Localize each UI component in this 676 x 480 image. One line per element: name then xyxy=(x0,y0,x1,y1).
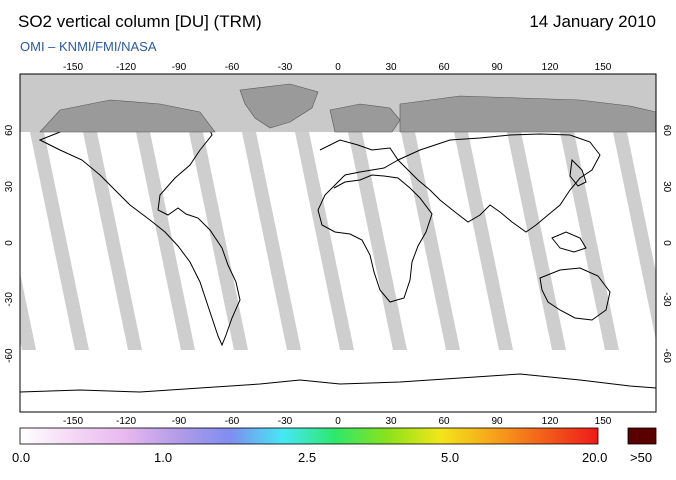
map-title: SO2 vertical column [DU] (TRM) xyxy=(18,12,262,31)
lat-tick-left: -60 xyxy=(4,348,15,363)
credit-line: OMI – KNMI/FMI/NASA xyxy=(20,39,157,54)
lon-tick-bottom: -60 xyxy=(225,416,240,427)
swath-gap xyxy=(613,132,656,341)
colorbar-label-3: 5.0 xyxy=(441,450,460,465)
lon-tick-top: 120 xyxy=(542,62,559,73)
lat-tick-right: -60 xyxy=(661,348,672,363)
swath-gap xyxy=(401,132,460,350)
swath-gap xyxy=(242,132,301,350)
lon-tick-bottom: 90 xyxy=(491,416,503,427)
lat-ticks-right: 60 30 0 -30 -60 xyxy=(661,125,672,364)
lon-tick-bottom: -90 xyxy=(172,416,187,427)
lat-tick-left: -30 xyxy=(4,292,15,307)
colorbar-over-label: >50 xyxy=(630,450,653,465)
colorbar-label-0: 0.0 xyxy=(12,450,31,465)
colorbar xyxy=(19,427,599,445)
swath-gap xyxy=(295,132,354,350)
lon-tick-bottom: 150 xyxy=(595,416,612,427)
swath-gap xyxy=(560,132,619,350)
colorbar-over-box xyxy=(627,427,657,445)
lon-tick-top: 90 xyxy=(491,62,503,73)
swath-gap xyxy=(507,132,566,350)
lon-tick-bottom: -120 xyxy=(116,416,136,427)
lat-tick-right: 0 xyxy=(661,240,672,246)
lon-ticks-bottom: -150 -120 -90 -60 -30 0 30 60 90 120 150 xyxy=(63,416,612,427)
lon-tick-top: 0 xyxy=(335,62,341,73)
coastline-antarctica xyxy=(20,373,656,393)
coastline-americas xyxy=(38,107,241,347)
colorbar-label-1: 1.0 xyxy=(154,450,173,465)
swath-gap xyxy=(20,272,36,350)
lon-tick-top: 30 xyxy=(385,62,397,73)
lon-tick-top: -30 xyxy=(278,62,293,73)
swath-gap xyxy=(348,132,407,350)
lon-tick-top: 150 xyxy=(595,62,612,73)
swath-gap xyxy=(189,132,248,350)
lon-tick-top: -150 xyxy=(63,62,83,73)
lon-tick-bottom: 30 xyxy=(385,416,397,427)
lon-tick-top: -120 xyxy=(116,62,136,73)
map-frame xyxy=(19,73,657,413)
lat-tick-left: 30 xyxy=(4,181,15,193)
swath-gap xyxy=(454,132,513,350)
lon-tick-top: -90 xyxy=(172,62,187,73)
coastline-indonesia xyxy=(551,231,587,253)
coastline-asia xyxy=(397,133,601,233)
lon-tick-bottom: -30 xyxy=(278,416,293,427)
coastline-australia xyxy=(539,267,611,321)
coastline-japan xyxy=(569,158,587,187)
lon-tick-bottom: 60 xyxy=(438,416,450,427)
lon-tick-bottom: -150 xyxy=(63,416,83,427)
lon-tick-bottom: 120 xyxy=(542,416,559,427)
arctic-land xyxy=(39,83,656,133)
swath-gap xyxy=(30,132,89,350)
colorbar-label-2: 2.5 xyxy=(298,450,317,465)
lat-ticks-left: 60 30 0 -30 -60 xyxy=(4,124,15,363)
colorbar-label-4: 20.0 xyxy=(582,450,608,465)
lon-tick-bottom: 0 xyxy=(335,416,341,427)
map-date: 14 January 2010 xyxy=(529,12,656,31)
lat-tick-right: 60 xyxy=(661,125,672,137)
swath-gap xyxy=(83,132,142,350)
lat-tick-right: -30 xyxy=(661,292,672,307)
lon-ticks-top: -150 -120 -90 -60 -30 0 30 60 90 120 150 xyxy=(63,62,612,73)
lat-tick-right: 30 xyxy=(661,181,672,193)
orbit-swath-gaps xyxy=(20,132,656,350)
coastline-africa xyxy=(317,139,433,303)
swath-gap xyxy=(136,132,195,350)
lon-tick-top: -60 xyxy=(225,62,240,73)
lat-tick-left: 0 xyxy=(4,240,15,246)
lon-tick-top: 60 xyxy=(438,62,450,73)
lat-tick-left: 60 xyxy=(4,124,15,136)
